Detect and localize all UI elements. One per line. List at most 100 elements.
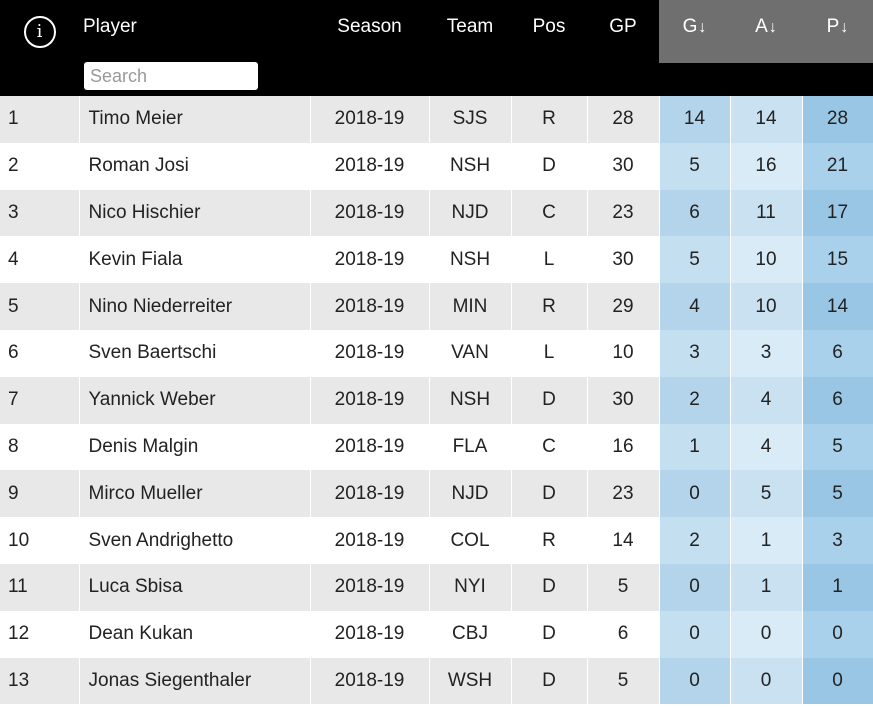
g-header-cell[interactable]: G↓ (659, 0, 730, 96)
table-row[interactable]: 6 Sven Baertschi 2018-19 VAN L 10 3 3 6 (0, 329, 873, 377)
season-cell: 2018-19 (310, 423, 430, 471)
gp-cell: 6 (587, 610, 660, 658)
table-row[interactable]: 11 Luca Sbisa 2018-19 NYI D 5 0 1 1 (0, 563, 873, 611)
team-cell: MIN (429, 283, 512, 330)
p-cell: 0 (802, 610, 873, 658)
p-cell: 6 (802, 376, 873, 424)
a-cell: 5 (730, 470, 803, 518)
p-cell: 5 (802, 470, 873, 518)
gp-cell: 30 (587, 236, 660, 284)
p-cell: 0 (802, 657, 873, 705)
team-cell: NJD (429, 470, 512, 518)
season-cell: 2018-19 (310, 517, 430, 564)
rank-cell: 2 (0, 142, 80, 190)
a-cell: 4 (730, 423, 803, 471)
season-cell: 2018-19 (310, 657, 430, 705)
season-header-cell[interactable]: Season (310, 0, 429, 96)
season-column-header[interactable]: Season (337, 16, 402, 37)
team-cell: NYI (429, 563, 512, 611)
team-cell: NJD (429, 189, 512, 237)
pos-cell: D (511, 657, 588, 705)
table-body: 1 Timo Meier 2018-19 SJS R 28 14 14 28 2 Roman Jos… (0, 96, 873, 705)
g-cell: 3 (659, 329, 731, 377)
a-cell: 14 (730, 96, 803, 143)
gp-cell: 30 (587, 142, 660, 190)
table-row[interactable]: 8 Denis Malgin 2018-19 FLA C 16 1 4 5 (0, 423, 873, 471)
player-cell: Yannick Weber (79, 376, 311, 424)
pos-cell: R (511, 96, 588, 143)
pos-column-header[interactable]: Pos (532, 16, 566, 37)
gp-cell: 23 (587, 189, 660, 237)
season-cell: 2018-19 (310, 376, 430, 424)
a-header-cell[interactable]: A↓ (730, 0, 802, 96)
table-row[interactable]: 10 Sven Andrighetto 2018-19 COL R 14 2 1 3 (0, 517, 873, 564)
table-row[interactable]: 9 Mirco Mueller 2018-19 NJD D 23 0 5 5 (0, 470, 873, 518)
info-icon[interactable]: i (23, 16, 56, 48)
pos-cell: D (511, 142, 588, 190)
table-row[interactable]: 4 Kevin Fiala 2018-19 NSH L 30 5 10 15 (0, 236, 873, 284)
a-column-header[interactable]: A (755, 16, 768, 37)
g-cell: 5 (659, 142, 731, 190)
season-cell: 2018-19 (310, 236, 430, 284)
pos-cell: L (511, 236, 588, 284)
rank-cell: 8 (0, 423, 80, 471)
team-cell: SJS (429, 96, 512, 143)
gp-cell: 23 (587, 470, 660, 518)
p-header-cell[interactable]: P↓ (802, 0, 873, 96)
a-cell: 0 (730, 610, 803, 658)
team-header-cell[interactable]: Team (429, 0, 511, 96)
player-cell: Timo Meier (79, 96, 311, 143)
gp-header-cell[interactable]: GP (587, 0, 659, 96)
g-cell: 5 (659, 236, 731, 284)
table-row[interactable]: 2 Roman Josi 2018-19 NSH D 30 5 16 21 (0, 142, 873, 190)
table-header-row: i Player Season Team Pos GP G↓ A↓ P↓ (0, 0, 873, 96)
table-row[interactable]: 5 Nino Niederreiter 2018-19 MIN R 29 4 10 14 (0, 283, 873, 330)
season-cell: 2018-19 (310, 96, 430, 143)
season-cell: 2018-19 (310, 610, 430, 658)
team-column-header[interactable]: Team (446, 16, 494, 37)
player-cell: Kevin Fiala (79, 236, 311, 284)
player-header-cell[interactable]: Player (79, 0, 310, 96)
gp-cell: 14 (587, 517, 660, 564)
rank-cell: 5 (0, 283, 80, 330)
player-cell: Dean Kukan (79, 610, 311, 658)
gp-cell: 5 (587, 563, 660, 611)
g-cell: 1 (659, 423, 731, 471)
pos-header-cell[interactable]: Pos (511, 0, 587, 96)
sort-down-icon: ↓ (768, 19, 777, 36)
info-header-cell: i (0, 0, 79, 96)
p-cell: 1 (802, 563, 873, 611)
player-column-header[interactable]: Player (83, 16, 137, 37)
a-cell: 11 (730, 189, 803, 237)
p-cell: 3 (802, 517, 873, 564)
p-cell: 17 (802, 189, 873, 237)
table-row[interactable]: 3 Nico Hischier 2018-19 NJD C 23 6 11 17 (0, 189, 873, 237)
a-cell: 1 (730, 563, 803, 611)
player-cell: Denis Malgin (79, 423, 311, 471)
season-cell: 2018-19 (310, 189, 430, 237)
rank-cell: 12 (0, 610, 80, 658)
team-cell: COL (429, 517, 512, 564)
search-input[interactable] (84, 62, 258, 90)
table-row[interactable]: 12 Dean Kukan 2018-19 CBJ D 6 0 0 0 (0, 610, 873, 658)
team-cell: NSH (429, 236, 512, 284)
table-row[interactable]: 1 Timo Meier 2018-19 SJS R 28 14 14 28 (0, 96, 873, 143)
season-cell: 2018-19 (310, 329, 430, 377)
team-cell: FLA (429, 423, 512, 471)
pos-cell: C (511, 423, 588, 471)
gp-cell: 10 (587, 329, 660, 377)
p-cell: 15 (802, 236, 873, 284)
g-column-header[interactable]: G (682, 16, 698, 37)
a-cell: 3 (730, 329, 803, 377)
pos-cell: D (511, 470, 588, 518)
player-cell: Roman Josi (79, 142, 311, 190)
p-column-header[interactable]: P (826, 16, 840, 37)
a-cell: 10 (730, 283, 803, 330)
table-row[interactable]: 13 Jonas Siegenthaler 2018-19 WSH D 5 0 0 0 (0, 657, 873, 705)
a-cell: 0 (730, 657, 803, 705)
p-cell: 5 (802, 423, 873, 471)
table-row[interactable]: 7 Yannick Weber 2018-19 NSH D 30 2 4 6 (0, 376, 873, 424)
rank-cell: 4 (0, 236, 80, 284)
gp-column-header[interactable]: GP (609, 16, 637, 37)
